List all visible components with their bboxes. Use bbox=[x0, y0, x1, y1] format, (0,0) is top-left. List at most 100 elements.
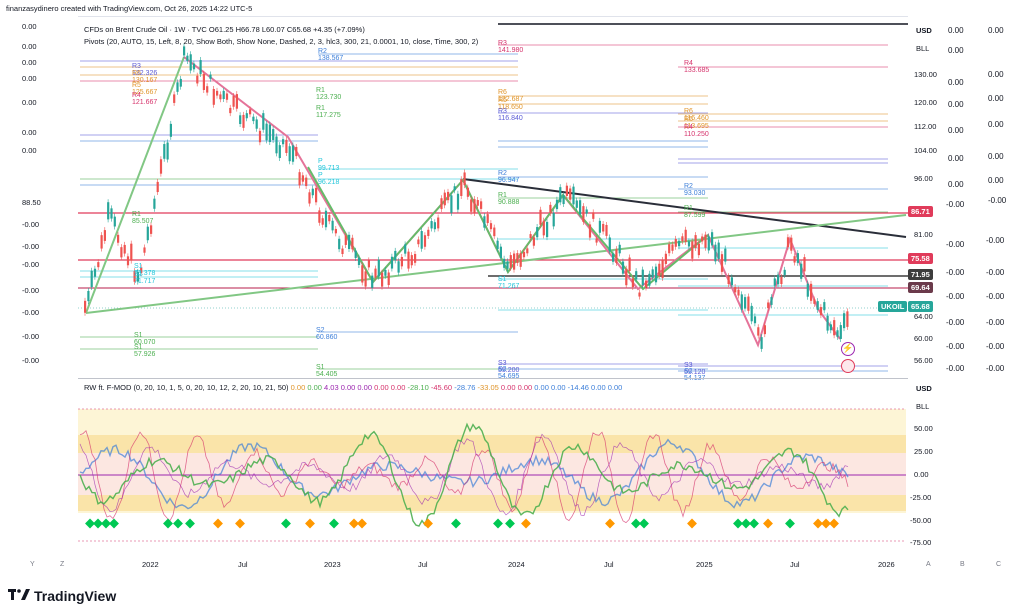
candle-body bbox=[371, 275, 374, 288]
signal-diamond bbox=[85, 518, 95, 529]
candle-body bbox=[608, 237, 611, 252]
oscillator-value: 0.00 bbox=[605, 383, 623, 392]
candle-body bbox=[674, 238, 677, 247]
pivot-label: R2 138.567 bbox=[318, 48, 344, 62]
candle-body bbox=[196, 75, 199, 84]
candle-body bbox=[100, 235, 103, 249]
candle-body bbox=[532, 237, 535, 246]
oscillator-value: 4.03 bbox=[321, 383, 339, 392]
pivot-label: R3 141.980 bbox=[498, 40, 524, 54]
candle-body bbox=[427, 229, 430, 236]
pivot-label: R2 96.947 bbox=[498, 170, 520, 184]
currency-label: USD bbox=[916, 26, 932, 35]
left-axis-value: 0.00 bbox=[22, 98, 37, 107]
candle-body bbox=[687, 241, 691, 247]
corner-label-c: C bbox=[996, 561, 1002, 568]
candle-body bbox=[447, 191, 450, 201]
price-label-support: 75.58 bbox=[908, 253, 933, 264]
candle-body bbox=[357, 257, 361, 265]
candle-body bbox=[87, 290, 90, 302]
signal-diamond bbox=[101, 518, 111, 529]
price-label-level: 69.64 bbox=[908, 282, 933, 293]
candle-body bbox=[833, 320, 836, 336]
candle-body bbox=[638, 292, 641, 297]
candle-body bbox=[671, 244, 674, 251]
right-col1-value: -0.00 bbox=[946, 268, 965, 277]
candle-body bbox=[150, 225, 153, 234]
unit-label: BLL bbox=[916, 44, 930, 53]
time-label: 2023 bbox=[324, 560, 341, 569]
osc-tick: 25.00 bbox=[914, 447, 933, 456]
candle-body bbox=[522, 251, 526, 258]
left-axis-value: 0.00 bbox=[22, 42, 37, 51]
time-axis[interactable]: 2022 Jul 2023 Jul 2024 Jul 2025 Jul 2026 bbox=[78, 556, 908, 570]
signal-diamond bbox=[329, 518, 339, 529]
candle-body bbox=[658, 263, 661, 277]
oscillator-pane[interactable] bbox=[78, 378, 908, 542]
right-col2-value: 0.00 bbox=[988, 152, 1004, 161]
candle-body bbox=[651, 269, 654, 278]
candle-body bbox=[143, 247, 146, 253]
price-chart-pane[interactable] bbox=[78, 16, 908, 372]
candle-body bbox=[377, 259, 380, 277]
candle-body bbox=[295, 146, 298, 157]
candle-body bbox=[351, 237, 354, 250]
candle-body bbox=[513, 253, 516, 270]
candle-body bbox=[569, 188, 572, 200]
pivot-label: S1 71.717 bbox=[134, 271, 156, 285]
candle-body bbox=[387, 272, 390, 286]
candle-body bbox=[404, 244, 407, 254]
candle-body bbox=[338, 238, 341, 250]
candle-body bbox=[126, 256, 130, 266]
pivot-label: R2 93.030 bbox=[684, 183, 706, 197]
signal-diamond bbox=[505, 518, 515, 529]
flag-icon[interactable] bbox=[841, 359, 855, 373]
candle-body bbox=[216, 90, 219, 96]
candle-body bbox=[588, 224, 592, 238]
price-axis[interactable]: USD BLL 130.00 120.00 112.00 104.00 96.0… bbox=[908, 16, 944, 378]
right-col1-value: -0.00 bbox=[946, 318, 965, 327]
candle-body bbox=[767, 302, 770, 309]
oscillator-value: -45.60 bbox=[428, 383, 453, 392]
candle-body bbox=[496, 240, 499, 250]
lightning-icon[interactable]: ⚡ bbox=[841, 342, 855, 356]
signal-diamond bbox=[821, 518, 831, 529]
time-label: 2025 bbox=[696, 560, 713, 569]
candle-body bbox=[202, 73, 205, 90]
brand-name: TradingView bbox=[34, 588, 117, 604]
signal-diamond bbox=[357, 518, 367, 529]
candle-body bbox=[823, 302, 826, 311]
pivot-label: R5 125.667 bbox=[132, 82, 158, 96]
oscillator-axis[interactable]: USD BLL 50.00 25.00 0.00 -25.00 -50.00 -… bbox=[908, 378, 944, 548]
pivot-label: S2 54.695 bbox=[498, 366, 520, 380]
candle-body bbox=[179, 78, 182, 87]
candle-body bbox=[575, 200, 578, 208]
candle-body bbox=[615, 249, 618, 264]
osc-tick: -50.00 bbox=[910, 516, 932, 525]
candle-body bbox=[572, 186, 575, 205]
oscillator-value: 0.00 bbox=[355, 383, 373, 392]
candle-body bbox=[579, 200, 582, 215]
candle-body bbox=[192, 63, 196, 70]
candle-body bbox=[843, 313, 846, 329]
left-axis-value: -0.00 bbox=[22, 356, 40, 365]
candle-body bbox=[707, 236, 710, 251]
candle-body bbox=[440, 198, 443, 210]
right-col2-value: 0.00 bbox=[988, 70, 1004, 79]
pivot-label: S1 54.405 bbox=[316, 364, 338, 378]
candle-body bbox=[796, 253, 799, 263]
candle-body bbox=[714, 244, 717, 262]
signal-diamond bbox=[813, 518, 823, 529]
candle-body bbox=[473, 199, 476, 214]
candle-body bbox=[480, 201, 483, 209]
candle-body bbox=[410, 255, 413, 266]
candle-body bbox=[783, 269, 786, 275]
pivot-label: S3 55.200 bbox=[498, 360, 520, 374]
candle-body bbox=[199, 60, 202, 74]
candle-body bbox=[486, 214, 489, 224]
oscillator-value: 0.00 bbox=[338, 383, 356, 392]
oscillator-title: RW ft. F-MOD (0, 20, 10, 1, 5, 0, 20, 10… bbox=[84, 383, 622, 392]
candle-body bbox=[173, 94, 176, 103]
candle-body bbox=[717, 242, 720, 259]
pivot-label: S1 57.926 bbox=[134, 344, 156, 358]
